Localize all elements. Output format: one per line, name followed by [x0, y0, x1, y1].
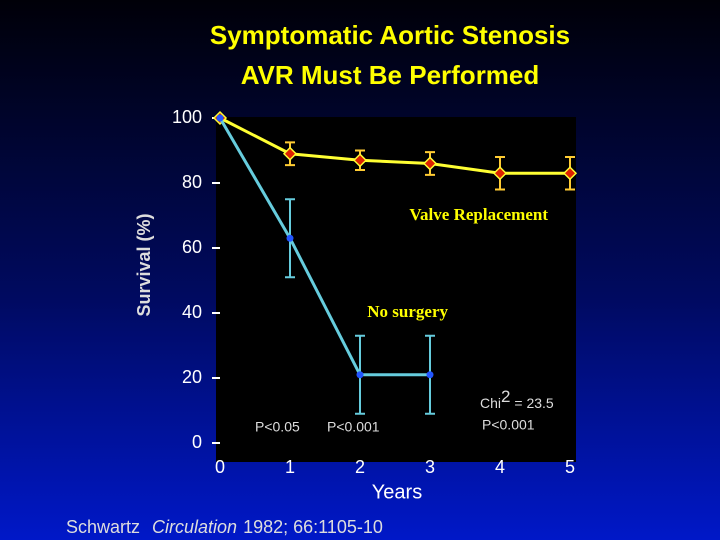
series-label: Valve Replacement [409, 205, 548, 224]
marker [426, 371, 434, 379]
y-tick-label: 0 [192, 432, 202, 452]
chart-title: Symptomatic Aortic Stenosis [210, 20, 570, 50]
chi-label: Chi2 = 23.5 [480, 387, 554, 410]
x-tick-label: 1 [285, 457, 295, 477]
y-tick-label: 40 [182, 302, 202, 322]
chi-sup: 2 [501, 387, 510, 406]
x-tick-label: 4 [495, 457, 505, 477]
series-line [219, 116, 570, 175]
marker [286, 234, 294, 242]
x-axis-label: Years [372, 481, 422, 503]
footer-ref: 1982; 66:1105-10 [243, 517, 383, 537]
marker [282, 146, 298, 161]
chart-title: AVR Must Be Performed [241, 60, 540, 90]
annotation: P<0.05 [255, 419, 300, 435]
series-line [218, 117, 430, 377]
x-tick-label: 0 [215, 457, 225, 477]
y-tick-label: 100 [172, 107, 202, 127]
x-tick-label: 3 [425, 457, 435, 477]
y-tick-label: 80 [182, 172, 202, 192]
marker [562, 166, 578, 181]
x-tick-label: 2 [355, 457, 365, 477]
footer: Schwartz Circulation 1982; 66:1105-10 [66, 517, 383, 537]
marker [356, 371, 364, 379]
y-tick-label: 20 [182, 367, 202, 387]
y-axis-label: Survival (%) [134, 213, 154, 316]
footer-author: Schwartz [66, 517, 140, 537]
marker [216, 114, 224, 122]
x-tick-label: 5 [565, 457, 575, 477]
marker [352, 153, 368, 168]
chi-value: = 23.5 [510, 395, 553, 411]
y-tick-label: 60 [182, 237, 202, 257]
annotation: P<0.001 [482, 417, 535, 433]
series-label: No surgery [367, 302, 448, 321]
annotation: P<0.001 [327, 419, 380, 435]
marker [492, 166, 508, 181]
chi-text: Chi [480, 395, 501, 411]
marker [422, 156, 438, 171]
footer-journal: Circulation [152, 517, 237, 537]
